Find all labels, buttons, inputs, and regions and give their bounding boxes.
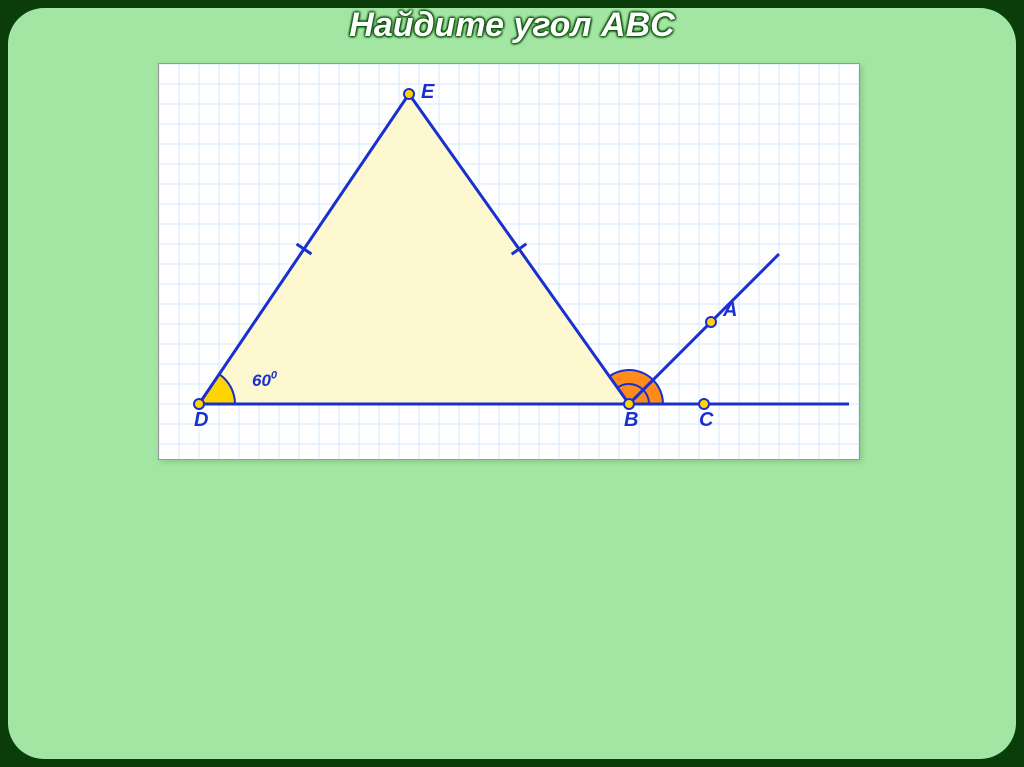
point-D [194,399,204,409]
point-label-C: C [699,409,714,431]
point-B [624,399,634,409]
point-C [699,399,709,409]
point-A [706,317,716,327]
geometry-diagram: 600DEBAC [158,63,860,460]
point-label-E: E [421,81,435,103]
point-label-A: A [722,299,737,321]
diagram-svg: 600DEBAC [159,64,859,459]
triangle-fill [199,94,629,404]
slide-title: Найдите угол ABC [8,8,1016,45]
point-label-D: D [194,409,208,431]
point-label-B: B [624,409,638,431]
point-E [404,89,414,99]
outer-frame: Найдите угол ABC 600DEBAC [0,0,1024,767]
segment-B-ray_end [629,254,779,404]
slide-panel: Найдите угол ABC 600DEBAC [8,8,1016,759]
